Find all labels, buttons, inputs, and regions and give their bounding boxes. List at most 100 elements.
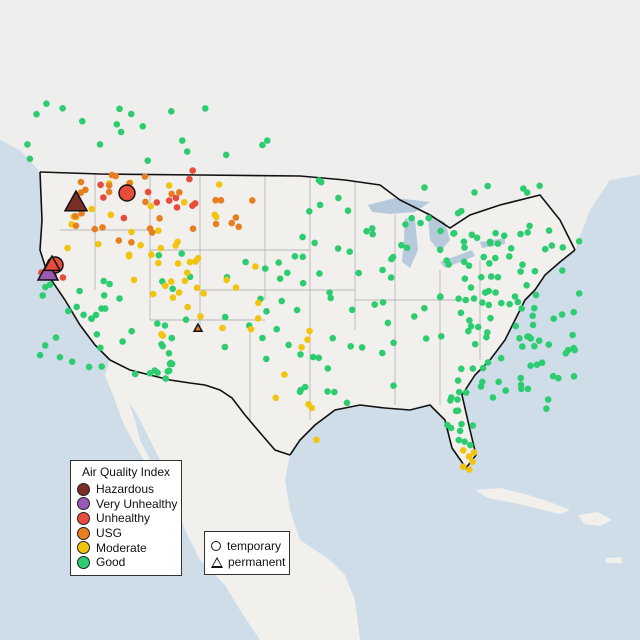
station-marker bbox=[531, 267, 539, 275]
station-marker bbox=[189, 167, 196, 174]
station-marker bbox=[421, 184, 428, 191]
station-marker bbox=[466, 317, 473, 324]
station-marker bbox=[469, 365, 477, 372]
station-marker bbox=[562, 350, 570, 357]
station-marker bbox=[120, 214, 128, 222]
station-marker bbox=[514, 298, 522, 306]
station-marker bbox=[221, 313, 229, 321]
station-marker bbox=[379, 299, 387, 306]
station-marker bbox=[179, 137, 186, 144]
station-marker bbox=[169, 294, 177, 302]
station-marker bbox=[174, 260, 182, 267]
station-marker bbox=[92, 311, 100, 319]
station-marker bbox=[346, 248, 354, 255]
station-marker bbox=[519, 343, 526, 350]
station-marker bbox=[516, 335, 523, 342]
station-marker bbox=[317, 178, 325, 186]
legend-row-very-unhealthy: Very Unhealthy bbox=[77, 497, 177, 512]
station-marker bbox=[293, 306, 301, 314]
station-marker bbox=[334, 245, 342, 252]
station-marker bbox=[535, 337, 543, 345]
station-marker bbox=[465, 262, 473, 270]
station-marker bbox=[100, 292, 108, 299]
station-marker bbox=[147, 202, 154, 210]
station-marker bbox=[316, 270, 323, 277]
legend-row-hazardous: Hazardous bbox=[77, 482, 175, 497]
station-marker bbox=[484, 359, 492, 366]
station-marker bbox=[101, 305, 109, 312]
puerto-rico-island bbox=[606, 557, 622, 563]
legend-label-usg: USG bbox=[96, 526, 123, 541]
station-marker bbox=[309, 353, 317, 361]
station-marker bbox=[97, 181, 104, 189]
station-marker bbox=[78, 210, 85, 217]
station-marker bbox=[176, 189, 183, 196]
station-marker bbox=[155, 252, 163, 259]
station-marker bbox=[558, 311, 566, 318]
legend-row-temporary: temporary bbox=[211, 538, 283, 554]
station-marker bbox=[555, 374, 562, 382]
station-marker bbox=[106, 280, 113, 288]
station-marker bbox=[408, 214, 416, 222]
highlighted-stations bbox=[36, 184, 204, 332]
station-marker bbox=[249, 197, 256, 204]
station-marker bbox=[549, 372, 557, 380]
legend-row-moderate: Moderate bbox=[77, 540, 175, 555]
station-marker bbox=[541, 245, 549, 253]
station-marker bbox=[533, 361, 541, 369]
station-marker bbox=[473, 234, 481, 242]
aqi-legend: Air Quality Index Hazardous Very Unhealt… bbox=[70, 460, 182, 576]
station-marker bbox=[469, 458, 476, 466]
station-marker bbox=[285, 341, 292, 349]
station-marker bbox=[536, 182, 543, 190]
legend-label-temporary: temporary bbox=[227, 539, 282, 553]
station-marker bbox=[454, 396, 461, 403]
station-marker bbox=[459, 463, 467, 471]
station-marker bbox=[470, 449, 478, 456]
station-marker bbox=[506, 300, 513, 308]
station-marker bbox=[161, 322, 169, 329]
station-marker bbox=[41, 342, 49, 349]
station-marker bbox=[479, 364, 487, 372]
station-marker bbox=[284, 269, 291, 277]
station-marker bbox=[169, 285, 176, 293]
station-marker bbox=[128, 327, 135, 335]
station-marker bbox=[219, 324, 226, 332]
station-marker bbox=[117, 128, 125, 136]
station-marker bbox=[455, 295, 462, 303]
station-marker bbox=[511, 293, 519, 300]
legend-label-good: Good bbox=[96, 555, 126, 570]
station-marker bbox=[575, 238, 583, 245]
station-marker bbox=[217, 197, 225, 204]
station-marker bbox=[388, 255, 395, 263]
station-marker bbox=[466, 466, 473, 473]
station-marker bbox=[477, 383, 485, 390]
station-marker bbox=[306, 208, 313, 215]
station-marker bbox=[498, 299, 505, 307]
station-marker bbox=[164, 368, 171, 375]
station-marker bbox=[570, 308, 577, 316]
station-marker bbox=[297, 351, 304, 358]
station-marker bbox=[461, 244, 468, 251]
station-marker bbox=[313, 436, 320, 444]
station-marker bbox=[165, 197, 173, 204]
legend-row-unhealthy: Unhealthy bbox=[77, 511, 175, 526]
station-marker bbox=[502, 387, 510, 394]
station-marker bbox=[139, 123, 147, 130]
station-marker bbox=[486, 260, 493, 267]
station-marker bbox=[128, 239, 135, 246]
station-marker bbox=[299, 233, 306, 241]
station-marker bbox=[113, 121, 121, 128]
good-swatch bbox=[77, 555, 90, 569]
station-marker bbox=[95, 240, 102, 248]
station-marker bbox=[487, 314, 494, 322]
station-marker bbox=[456, 427, 464, 435]
station-marker bbox=[291, 252, 299, 260]
station-marker bbox=[186, 258, 194, 266]
very-unhealthy-swatch bbox=[77, 497, 90, 511]
station-marker bbox=[461, 275, 469, 283]
station-marker bbox=[148, 251, 155, 258]
station-marker bbox=[65, 307, 72, 315]
station-marker bbox=[158, 331, 165, 338]
station-marker bbox=[311, 239, 319, 247]
